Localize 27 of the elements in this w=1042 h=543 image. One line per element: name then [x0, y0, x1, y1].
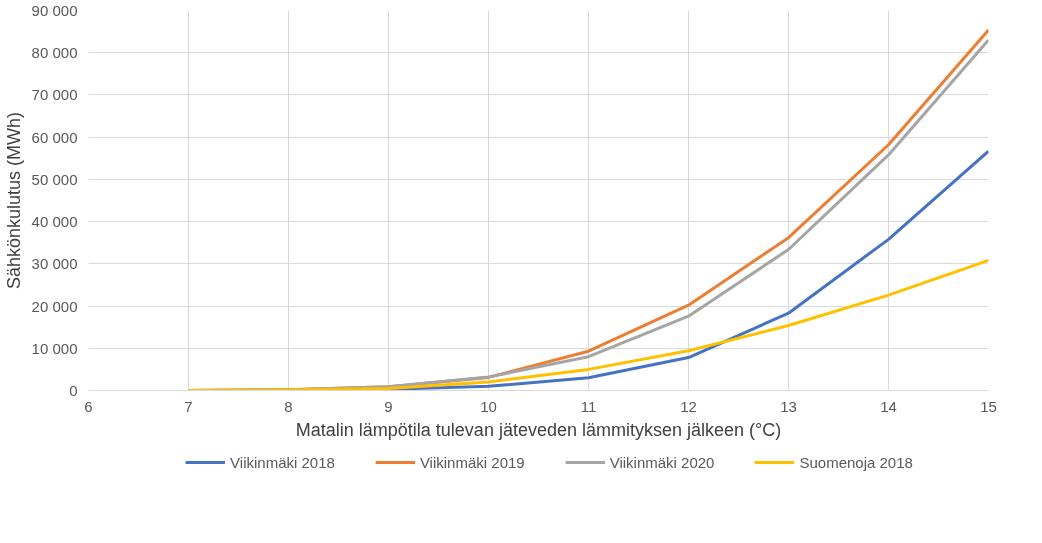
x-tick-label: 15	[980, 397, 997, 415]
legend-label: Suomenoja 2018	[799, 453, 913, 471]
y-tick-label: 20 000	[31, 297, 78, 315]
y-tick-label: 50 000	[31, 170, 78, 188]
x-tick-label: 10	[480, 397, 497, 415]
x-tick-label: 6	[84, 397, 93, 415]
y-tick-label: 70 000	[31, 86, 78, 104]
x-tick-label: 14	[880, 397, 897, 415]
legend-label: Viikinmäki 2018	[230, 453, 335, 471]
x-tick-label: 7	[184, 397, 193, 415]
y-tick-label: 90 000	[31, 2, 78, 19]
y-tick-label: 30 000	[31, 255, 78, 273]
y-tick-label: 60 000	[31, 128, 78, 146]
x-tick-label: 12	[680, 397, 697, 415]
legend-label: Viikinmäki 2019	[419, 453, 525, 471]
legend-label: Viikinmäki 2020	[609, 453, 715, 471]
x-tick-label: 11	[580, 397, 597, 415]
x-tick-label: 8	[284, 397, 293, 415]
x-tick-label: 9	[384, 397, 393, 415]
y-tick-label: 40 000	[31, 213, 78, 231]
x-axis-title: Matalin lämpötila tulevan jäteveden lämmityksen jälkeen (°C)	[295, 419, 782, 440]
y-tick-label: 10 000	[31, 339, 78, 357]
y-tick-label: 0	[69, 382, 78, 399]
x-tick-label: 13	[780, 397, 797, 415]
y-axis-title: Sähkönkulutus (MWh)	[3, 111, 24, 290]
y-tick-label: 80 000	[31, 44, 78, 62]
line-series	[187, 258, 989, 391]
